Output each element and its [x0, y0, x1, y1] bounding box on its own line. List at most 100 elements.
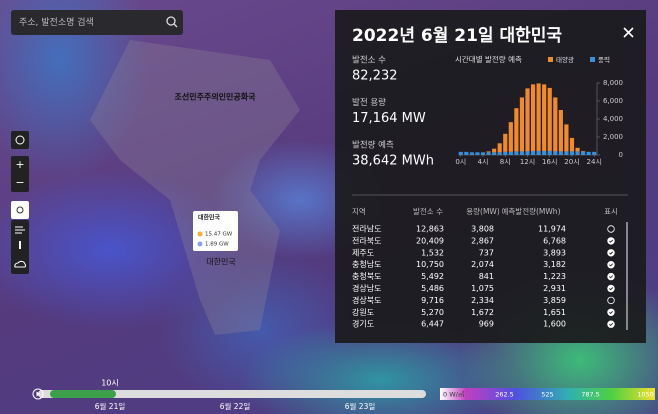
timeline-track[interactable]	[38, 390, 426, 398]
bar	[480, 152, 486, 155]
table-cell: 전라북도	[352, 235, 381, 245]
bar	[592, 151, 597, 155]
table-cell: 6,768	[543, 236, 566, 245]
sun-icon	[16, 206, 24, 214]
locate-button[interactable]	[11, 131, 29, 149]
bar	[553, 151, 558, 155]
checkbox-checked[interactable]	[607, 237, 615, 245]
bar	[508, 122, 513, 152]
bar	[558, 151, 563, 155]
bar	[503, 151, 508, 155]
table-cell: 3,859	[543, 296, 566, 305]
table-cell: 3,893	[543, 248, 566, 257]
solar-layer-button[interactable]	[11, 201, 29, 219]
locate-icon	[15, 135, 25, 145]
table-cell: 충청북도	[352, 272, 381, 281]
tooltip-wind: 1.89 GW	[205, 242, 229, 248]
x-tick-label: 8시	[500, 158, 511, 166]
bar	[475, 152, 480, 155]
table-cell: 737	[479, 248, 494, 257]
zoom-buttons[interactable]	[11, 156, 29, 192]
table-cell: 5,492	[421, 272, 444, 281]
timeline-date: 6월 21일	[95, 401, 126, 411]
table-cell: 9,716	[421, 296, 444, 305]
bar	[536, 150, 541, 155]
y-tick-label: 4,000	[603, 115, 623, 123]
zoom-out-icon: −	[15, 176, 24, 189]
table-cell: 12,863	[416, 225, 444, 234]
tooltip-wind-dot	[197, 241, 203, 247]
table-cell: 2,074	[471, 260, 494, 269]
checkbox-unchecked[interactable]	[607, 225, 615, 233]
stat-label: 발전 용량	[352, 97, 386, 108]
checkbox-checked[interactable]	[607, 272, 615, 281]
bar	[497, 152, 502, 155]
bar	[464, 151, 469, 155]
table-cell: 2,931	[543, 284, 566, 293]
legend-swatch	[590, 57, 595, 62]
check-icon	[609, 310, 614, 315]
checkbox-checked[interactable]	[607, 284, 615, 293]
check-icon	[609, 263, 614, 267]
checkbox-checked[interactable]	[607, 249, 615, 257]
tooltip-title: 대한민국	[198, 214, 221, 222]
color-scale	[440, 388, 655, 400]
table-cell: 1,223	[543, 272, 566, 281]
bar	[508, 151, 513, 155]
table-cell: 5,486	[421, 284, 444, 293]
table-cell: 1,600	[543, 320, 566, 329]
tooltip-solar-dot	[197, 231, 203, 237]
tooltip-solar: 15.47 GW	[205, 232, 233, 238]
table-cell: 제주도	[352, 248, 374, 257]
scrollbar[interactable]	[626, 222, 628, 330]
checkbox-checked[interactable]	[607, 320, 615, 328]
checkbox-checked[interactable]	[607, 261, 615, 269]
wind-icon	[15, 226, 25, 234]
table-cell: 3,182	[543, 260, 566, 269]
legend-swatch	[548, 57, 553, 62]
bar	[530, 84, 536, 151]
timeline-date: 6월 23일	[345, 401, 376, 411]
bar	[542, 84, 547, 151]
checkbox-unchecked[interactable]	[607, 296, 615, 305]
table-cell: 1,075	[471, 284, 494, 293]
bar	[581, 151, 586, 155]
map-label: 대한민국	[206, 257, 235, 267]
bar	[553, 97, 558, 152]
table-cell: 1,672	[471, 308, 494, 317]
map-controls: + −	[11, 131, 29, 274]
close-button[interactable]	[623, 27, 634, 38]
stat-value: 82,232	[352, 69, 398, 84]
table-header: 지역	[352, 206, 366, 216]
x-tick-label: 0시	[455, 158, 466, 166]
bar	[569, 137, 575, 152]
table-cell: 충청남도	[352, 260, 381, 269]
x-tick-label: 16시	[542, 158, 557, 166]
temperature-icon	[19, 241, 21, 249]
map-label: 조선민주주의인민공화국	[175, 92, 257, 102]
table-header: 용량(MW)	[466, 207, 500, 216]
tooltip	[193, 211, 238, 251]
bar	[503, 133, 508, 152]
legend-label: 태양광	[556, 56, 574, 64]
table-cell: 6,447	[421, 320, 444, 329]
bar	[486, 152, 491, 155]
bar	[486, 151, 491, 153]
panel-title: 2022년 6월 21일 대한민국	[352, 26, 562, 46]
table-cell: 경상남도	[352, 283, 381, 293]
y-tick-label: 2,000	[603, 133, 623, 141]
table-cell: 전라남도	[352, 224, 381, 234]
play-button[interactable]	[32, 388, 44, 400]
color-scale-label: 262.5	[495, 391, 514, 399]
search-icon[interactable]	[166, 16, 176, 26]
x-tick-label: 12시	[520, 158, 535, 166]
bar	[564, 124, 569, 152]
search-box[interactable]	[11, 10, 183, 35]
table-header: 예측발전량(MWh)	[502, 206, 561, 216]
stat-value: 38,642 MWh	[352, 154, 434, 169]
stat-label: 발전소 수	[352, 55, 386, 66]
checkbox-checked[interactable]	[607, 308, 615, 316]
bar	[519, 97, 525, 152]
table-cell: 1,651	[543, 308, 566, 317]
color-scale-label: 1050	[637, 391, 654, 399]
